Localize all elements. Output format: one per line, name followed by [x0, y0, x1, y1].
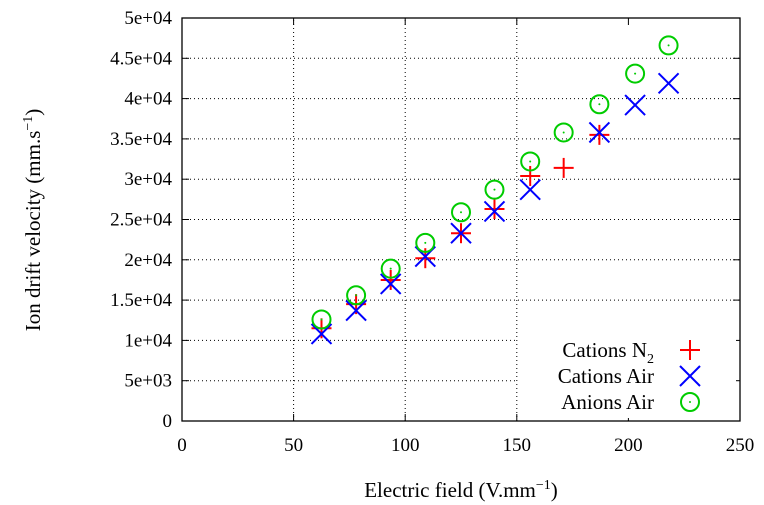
x-tick-label: 100	[391, 435, 420, 456]
data-point-series-2	[452, 203, 470, 221]
y-tick-label: 1e+04	[124, 330, 172, 351]
data-point-series-0	[589, 125, 609, 145]
data-point-series-1	[659, 73, 679, 93]
legend-label-anions-air: Anions Air	[561, 390, 654, 414]
y-tick-label: 1.5e+04	[110, 290, 172, 311]
y-tick-label: 2e+04	[124, 250, 172, 271]
data-point-series-2	[660, 36, 678, 54]
x-tick-label: 0	[177, 435, 187, 456]
data-point-series-0	[484, 199, 504, 219]
x-tick-label: 250	[726, 435, 755, 456]
legend: Cations N2 Cations Air Anions Air	[518, 330, 736, 418]
y-tick-label: 4e+04	[124, 89, 172, 110]
y-axis-label: Ion drift velocity (mm.s−1)	[21, 109, 45, 332]
x-tick-label: 50	[284, 435, 303, 456]
x-tick-label: 200	[614, 435, 643, 456]
data-point-series-2	[555, 123, 573, 141]
legend-label-cations-air: Cations Air	[558, 364, 654, 388]
y-tick-label: 2.5e+04	[110, 210, 172, 231]
data-point-series-1	[625, 95, 645, 115]
x-axis-label: Electric field (V.mm−1)	[364, 478, 558, 502]
data-point-series-0	[554, 158, 574, 178]
data-point-series-2	[590, 95, 608, 113]
data-point-series-2	[485, 181, 503, 199]
y-tick-label: 5e+04	[124, 8, 172, 29]
x-tick-label: 150	[503, 435, 532, 456]
y-tick-label: 3.5e+04	[110, 129, 172, 150]
data-markers	[312, 36, 679, 344]
y-tick-label: 4.5e+04	[110, 48, 172, 69]
y-tick-label: 3e+04	[124, 169, 172, 190]
y-tick-label: 0	[163, 411, 173, 432]
y-tick-label: 5e+03	[124, 371, 172, 392]
data-point-series-2	[626, 65, 644, 83]
